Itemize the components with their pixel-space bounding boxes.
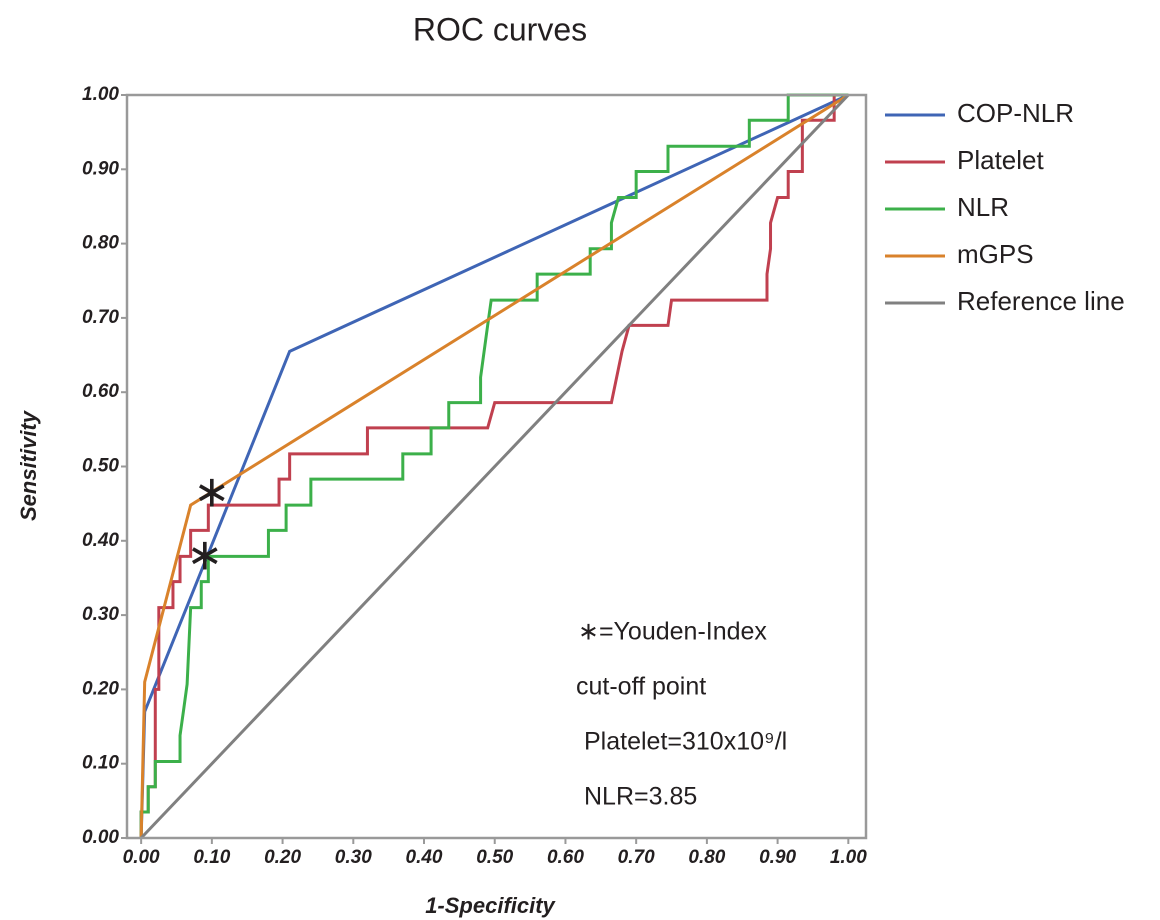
x-axis-label: 1-Specificity	[425, 893, 556, 918]
legend-label: mGPS	[957, 239, 1034, 269]
legend-label: Platelet	[957, 145, 1044, 175]
y-tick-label: 0.70	[82, 307, 119, 328]
annotation: cut-off point	[576, 673, 706, 701]
roc-line	[139, 93, 849, 838]
x-tick-label: 0.80	[688, 847, 725, 868]
y-tick-label: 0.00	[82, 827, 119, 848]
legend-label: Reference line	[957, 286, 1125, 316]
youden-marker: ∗	[193, 467, 230, 516]
legend-label: COP-NLR	[957, 98, 1074, 128]
x-tick-label: 0.20	[264, 847, 301, 868]
x-tick-label: 0.70	[618, 847, 655, 868]
x-tick-label: 1.00	[830, 847, 867, 868]
y-tick-label: 0.90	[82, 158, 119, 179]
y-tick-label: 0.80	[82, 233, 119, 254]
x-tick-label: 0.90	[759, 847, 796, 868]
annotation: ∗=Youden-Index	[578, 618, 767, 646]
y-tick-label: 0.60	[82, 381, 119, 402]
annotation: NLR=3.85	[584, 783, 697, 811]
x-tick-label: 0.60	[547, 847, 584, 868]
y-tick-label: 0.30	[82, 604, 119, 625]
annotation: Platelet=310x10⁹/l	[584, 728, 787, 756]
plot-frame	[125, 93, 868, 840]
roc-line	[139, 93, 849, 838]
x-tick-label: 0.50	[476, 847, 513, 868]
y-axis-label: Sensitivity	[16, 409, 41, 521]
chart-title: ROC curves	[413, 11, 587, 47]
x-tick-label: 0.40	[406, 847, 443, 868]
x-tick-label: 0.30	[335, 847, 372, 868]
x-tick-label: 0.10	[193, 847, 230, 868]
roc-line	[140, 93, 850, 840]
y-tick-label: 0.50	[82, 456, 119, 477]
y-tick-label: 1.00	[82, 84, 119, 105]
legend-label: NLR	[957, 192, 1009, 222]
youden-marker: ∗	[186, 531, 223, 580]
y-tick-label: 0.40	[82, 530, 119, 551]
x-tick-label: 0.00	[123, 847, 160, 868]
y-tick-label: 0.10	[82, 753, 119, 774]
y-tick-label: 0.20	[82, 678, 119, 699]
roc-line	[139, 93, 850, 839]
